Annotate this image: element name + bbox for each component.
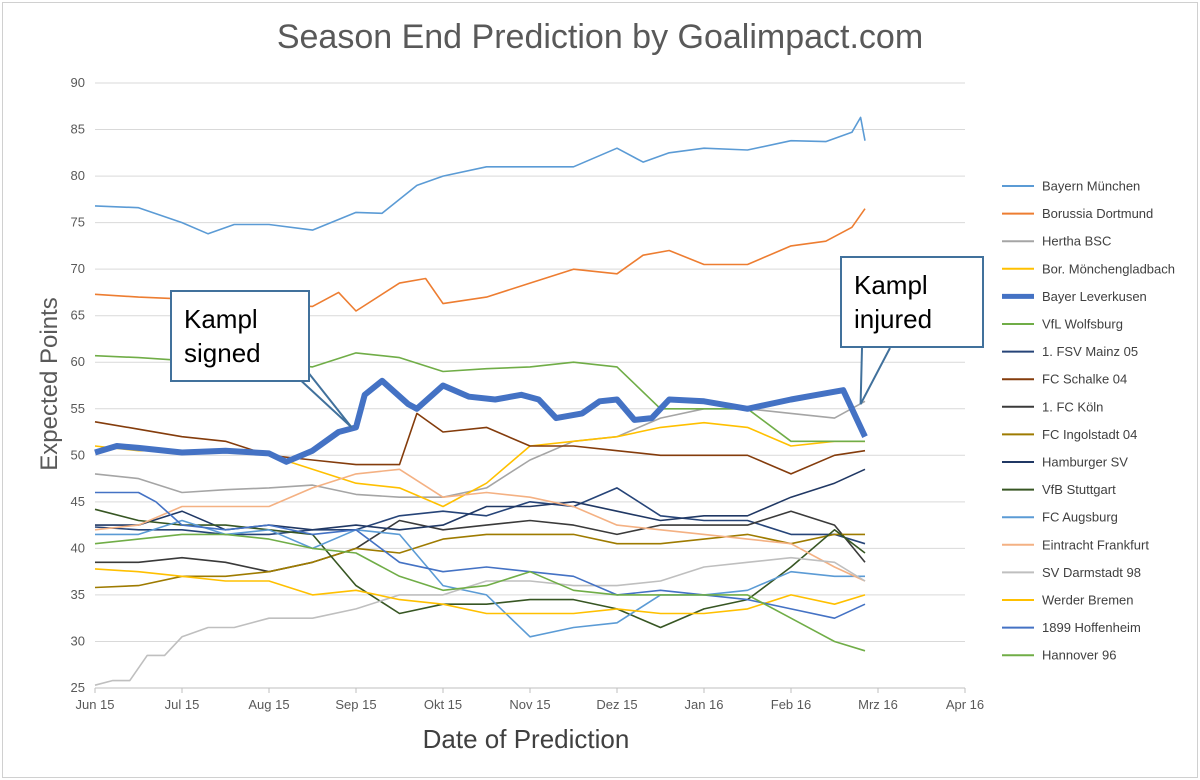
series-lines xyxy=(94,116,868,686)
legend-label: 1. FC Köln xyxy=(1042,399,1103,414)
x-tick-label: Mrz 16 xyxy=(858,697,898,712)
y-tick-label: 75 xyxy=(71,215,85,230)
series-line-bayern-m-nchen xyxy=(94,116,866,235)
series-line-fc-schalke-04 xyxy=(94,412,866,475)
series-line-1899-hoffenheim xyxy=(95,491,866,619)
y-tick-label: 70 xyxy=(71,261,85,276)
legend-label: Hamburger SV xyxy=(1042,455,1128,470)
x-tick-label: Nov 15 xyxy=(509,697,550,712)
y-tick-label: 30 xyxy=(71,633,85,648)
legend-label: Eintracht Frankfurt xyxy=(1042,537,1149,552)
legend-label: Werder Bremen xyxy=(1042,593,1134,608)
legend-label: Bayer Leverkusen xyxy=(1042,289,1147,304)
legend-label: Hannover 96 xyxy=(1042,648,1116,663)
series-line-hannover-96 xyxy=(94,533,866,652)
x-tick-label: Jan 16 xyxy=(684,697,723,712)
annotation-kampl-injured: Kampl injured xyxy=(840,256,984,348)
legend-label: SV Darmstadt 98 xyxy=(1042,565,1141,580)
annotation-line: Kampl xyxy=(184,304,258,334)
x-tick-label: Jul 15 xyxy=(165,697,200,712)
legend-label: FC Augsburg xyxy=(1042,510,1118,525)
y-tick-label: 45 xyxy=(71,494,85,509)
series-line-1-fc-k-ln xyxy=(95,510,866,573)
x-tick-label: Dez 15 xyxy=(596,697,637,712)
legend: Bayern München Borussia Dortmund Hertha BS… xyxy=(1002,179,1175,663)
legend-label: VfL Wolfsburg xyxy=(1042,317,1123,332)
legend-label: 1. FSV Mainz 05 xyxy=(1042,344,1138,359)
series-line-sv-darmstadt-98 xyxy=(94,556,866,686)
chart-title: Season End Prediction by Goalimpact.com xyxy=(276,18,924,56)
legend-label: Borussia Dortmund xyxy=(1042,206,1153,221)
x-tick-labels: Jun 15 Jul 15 Aug 15 Sep 15 Okt 15 Nov 15 Dez … xyxy=(75,688,984,712)
y-tick-label: 65 xyxy=(71,308,85,323)
y-tick-label: 55 xyxy=(71,401,85,416)
annotation-line: signed xyxy=(184,338,261,368)
annotation-kampl-signed: Kampl signed xyxy=(170,290,310,382)
annotation-pointer xyxy=(859,347,891,405)
annotation-line: Kampl xyxy=(854,270,928,300)
legend-label: FC Ingolstadt 04 xyxy=(1042,427,1137,442)
legend-label: FC Schalke 04 xyxy=(1042,372,1127,387)
y-tick-label: 40 xyxy=(71,540,85,555)
x-tick-label: Aug 15 xyxy=(248,697,289,712)
x-tick-label: Okt 15 xyxy=(424,697,462,712)
x-tick-label: Sep 15 xyxy=(335,697,376,712)
annotation-line: injured xyxy=(854,304,933,334)
x-tick-label: Feb 16 xyxy=(771,697,811,712)
y-tick-label: 60 xyxy=(71,354,85,369)
y-tick-label: 80 xyxy=(71,168,85,183)
y-tick-labels: 25 30 35 40 45 50 55 60 65 70 75 80 85 90 xyxy=(71,75,85,695)
series-line-fc-ingolstadt-04 xyxy=(94,533,865,589)
legend-label: Bayern München xyxy=(1042,179,1140,194)
series-line-bayer-leverkusen xyxy=(94,377,868,465)
y-tick-label: 85 xyxy=(71,122,85,137)
x-axis-label: Date of Prediction xyxy=(422,724,630,754)
x-tick-label: Apr 16 xyxy=(946,697,984,712)
y-tick-label: 25 xyxy=(71,680,85,695)
y-tick-label: 90 xyxy=(71,75,85,90)
series-line-werder-bremen xyxy=(94,568,866,615)
gridlines xyxy=(95,82,965,689)
legend-label: VfB Stuttgart xyxy=(1042,482,1116,497)
legend-label: Bor. Mönchengladbach xyxy=(1042,261,1175,276)
series-line-eintracht-frankfurt xyxy=(94,468,866,582)
legend-label: 1899 Hoffenheim xyxy=(1042,620,1141,635)
legend-label: Hertha BSC xyxy=(1042,234,1111,249)
y-tick-label: 35 xyxy=(71,587,85,602)
x-tick-label: Jun 15 xyxy=(75,697,114,712)
y-tick-label: 50 xyxy=(71,447,85,462)
